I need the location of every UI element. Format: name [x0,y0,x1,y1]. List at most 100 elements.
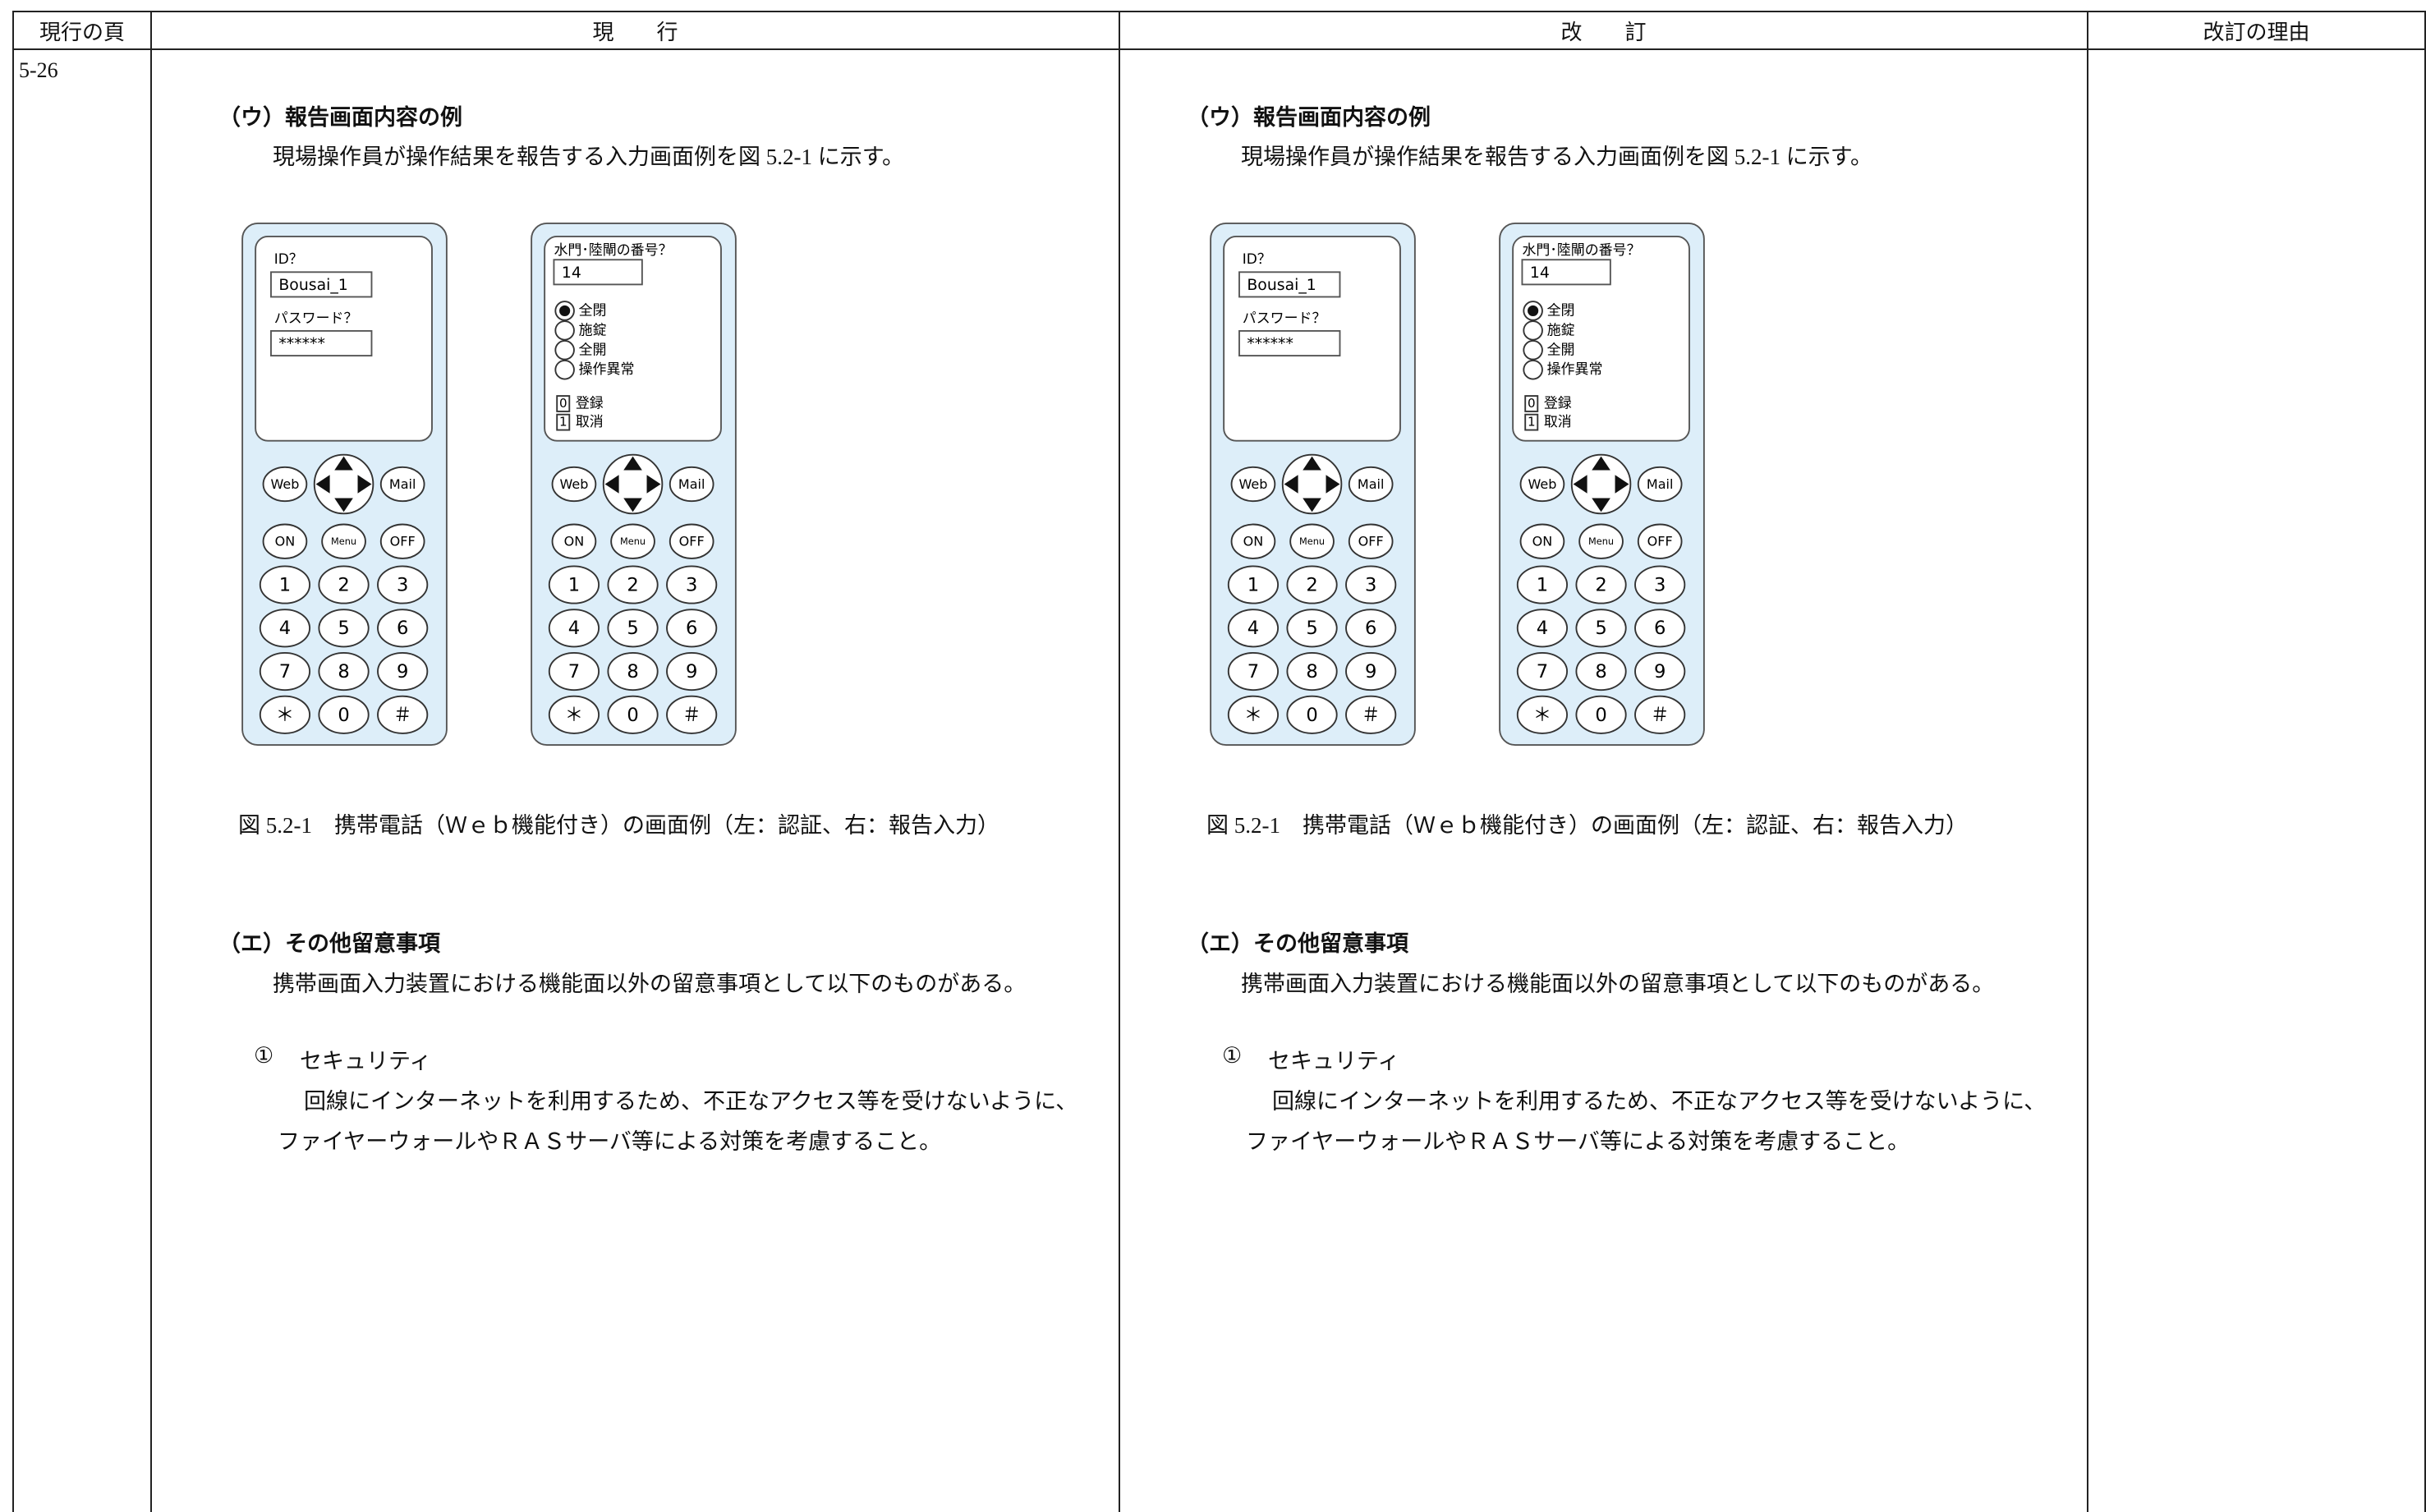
key [548,651,600,692]
key [1345,565,1397,604]
key-label: 1 [279,574,291,595]
key-label: 2 [338,574,349,595]
field-label: パスワード？ [274,310,358,326]
key-label: ON [1532,534,1553,549]
key [1575,565,1627,604]
key-label: ON [564,534,585,549]
paragraph-line: 回線にインターネットを利用するため、不正なアクセス等を受けないように、 [1272,1089,2047,1114]
field-box [553,259,643,286]
key [318,609,370,648]
key-label: Web [270,476,299,492]
revised-cell: （ウ）報告画面内容の例 現場操作員が操作結果を報告する入力画面例を図 5.2-1 … [1119,50,2087,1512]
key [1227,651,1280,692]
section-heading: （エ）その他留意事項 [1187,931,1408,957]
key-label: 2 [1595,574,1606,595]
item-number: ① [1222,1043,1243,1068]
paragraph-line: ファイヤーウォールやＲＡＳサーバ等による対策を考慮すること。 [1246,1129,1910,1154]
action-key-box [556,413,571,431]
key-label: 2 [627,574,638,595]
key [318,651,370,692]
key-label: 9 [1654,661,1666,682]
paragraph: 携帯画面入力装置における機能面以外の留意事項として以下のものがある。 [1241,972,1995,996]
key-label: ＊ [1244,705,1263,726]
key [548,609,600,648]
key-label: 3 [397,574,408,595]
key [607,565,659,604]
key-label: 6 [1654,618,1666,639]
key-label: 6 [1365,618,1376,639]
item-title: セキュリティ [1268,1049,1400,1073]
key-label: 4 [1537,618,1548,639]
key [1227,695,1280,734]
radio [1523,340,1543,361]
field-value: 14 [562,264,581,282]
key [1575,651,1627,692]
key [262,466,308,503]
key-label: Menu [1299,536,1325,547]
key [666,651,718,692]
key [551,466,597,503]
key [321,523,366,559]
key-label: 8 [1595,661,1606,682]
key-label: 2 [1306,574,1317,595]
key [1289,523,1335,559]
key-label: 4 [279,618,291,639]
key [1634,565,1686,604]
key-label: ON [1243,534,1264,549]
key-label: 8 [627,661,638,682]
field-label: 水門･陸閘の番号？ [554,241,672,258]
key-label: 6 [397,618,408,639]
key-label: ＊ [276,705,295,726]
key [548,565,600,604]
dpad-arrow [1303,456,1321,471]
key-label: 5 [338,618,349,639]
key [259,695,311,734]
key-label: 7 [279,661,291,682]
key [666,695,718,734]
key-label: 1 [568,574,580,595]
option-label: 施錠 [1547,321,1575,338]
dpad-arrow [1284,475,1298,494]
key [1227,565,1280,604]
key [1578,523,1624,559]
item-number: ① [254,1043,274,1068]
action-key-box [1524,395,1539,412]
dpad [313,453,374,515]
key-label: Mail [1358,476,1385,492]
key-label: 9 [686,661,697,682]
dpad-arrow [1326,475,1340,494]
key [379,466,425,503]
key-label: Mail [389,476,416,492]
field-box [270,271,373,298]
radio [554,340,575,361]
key [262,523,308,559]
figure-caption: 図 5.2-1 携帯電話（Ｗｅｂ機能付き）の画面例（左：認証、右：報告入力） [238,813,999,838]
field-box [1238,271,1341,298]
dpad-arrow [604,475,619,494]
radio [1523,359,1543,380]
paragraph: 携帯画面入力装置における機能面以外の留意事項として以下のものがある。 [273,972,1027,996]
key-label: 7 [1537,661,1548,682]
key [1637,523,1683,559]
field-label: ID？ [274,250,303,267]
key-label: ＃ [1651,705,1670,726]
key [1516,695,1569,734]
key [610,523,655,559]
option-label: 全閉 [1547,301,1575,318]
header-reason: 改訂の理由 [2087,11,2426,50]
key [318,565,370,604]
key-label: 0 [1306,705,1317,726]
key [1286,695,1338,734]
key-label: 9 [1365,661,1376,682]
key-label: Mail [678,476,705,492]
option-label: 全閉 [579,301,607,318]
key [379,523,425,559]
field-value: 14 [1530,264,1550,282]
page-number: 5-26 [19,58,58,82]
key-label: 3 [686,574,697,595]
dpad-arrow [623,456,642,471]
key-label: 1 [1247,574,1259,595]
key-label: Mail [1647,476,1674,492]
key [1286,565,1338,604]
